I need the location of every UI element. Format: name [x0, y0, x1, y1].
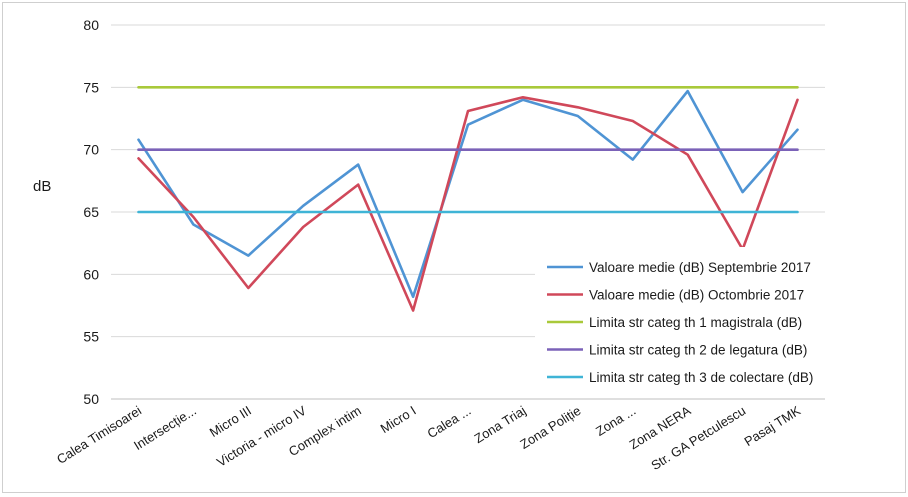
- x-tick-label: Zona Poliție: [517, 403, 583, 452]
- series-lines: [137, 86, 799, 312]
- y-tick-label: 70: [83, 142, 99, 158]
- x-tick-label: Zona ...: [593, 403, 638, 439]
- legend-label: Valoare medie (dB) Septembrie 2017: [589, 260, 811, 275]
- y-axis: 50 55 60 65 70 75 80: [83, 17, 99, 407]
- x-tick-label: Pasaj TMK: [741, 403, 803, 449]
- x-tick-label: Calea Timisoarei: [54, 403, 144, 467]
- y-axis-title: dB: [33, 178, 51, 195]
- line-chart: 50 55 60 65 70 75 80 Calea TimisoareiIntersecț…: [33, 17, 885, 473]
- legend-background: [535, 247, 885, 397]
- y-tick-label: 50: [83, 391, 99, 407]
- series-line-2: [137, 96, 799, 312]
- legend-label: Limita str categ th 2 de legatura (dB): [589, 343, 807, 358]
- legend-label: Valoare medie (dB) Octombrie 2017: [589, 288, 804, 303]
- x-tick-label: Micro I: [378, 403, 419, 436]
- y-tick-label: 60: [83, 266, 99, 282]
- y-tick-label: 75: [83, 79, 99, 95]
- x-tick-label: Intersecție...: [131, 403, 199, 453]
- series-line-1: [137, 89, 799, 299]
- y-tick-label: 55: [83, 329, 99, 345]
- x-tick-label: Str. GA Petculescu: [648, 403, 748, 473]
- y-tick-label: 80: [83, 17, 99, 33]
- x-tick-label: Micro III: [207, 403, 254, 440]
- legend-label: Limita str categ th 3 de colectare (dB): [589, 370, 813, 385]
- x-tick-label: Calea ...: [425, 403, 474, 441]
- legend-label: Limita str categ th 1 magistrala (dB): [589, 315, 802, 330]
- y-tick-label: 65: [83, 204, 99, 220]
- legend: Valoare medie (dB) Septembrie 2017 Valoar…: [535, 247, 885, 397]
